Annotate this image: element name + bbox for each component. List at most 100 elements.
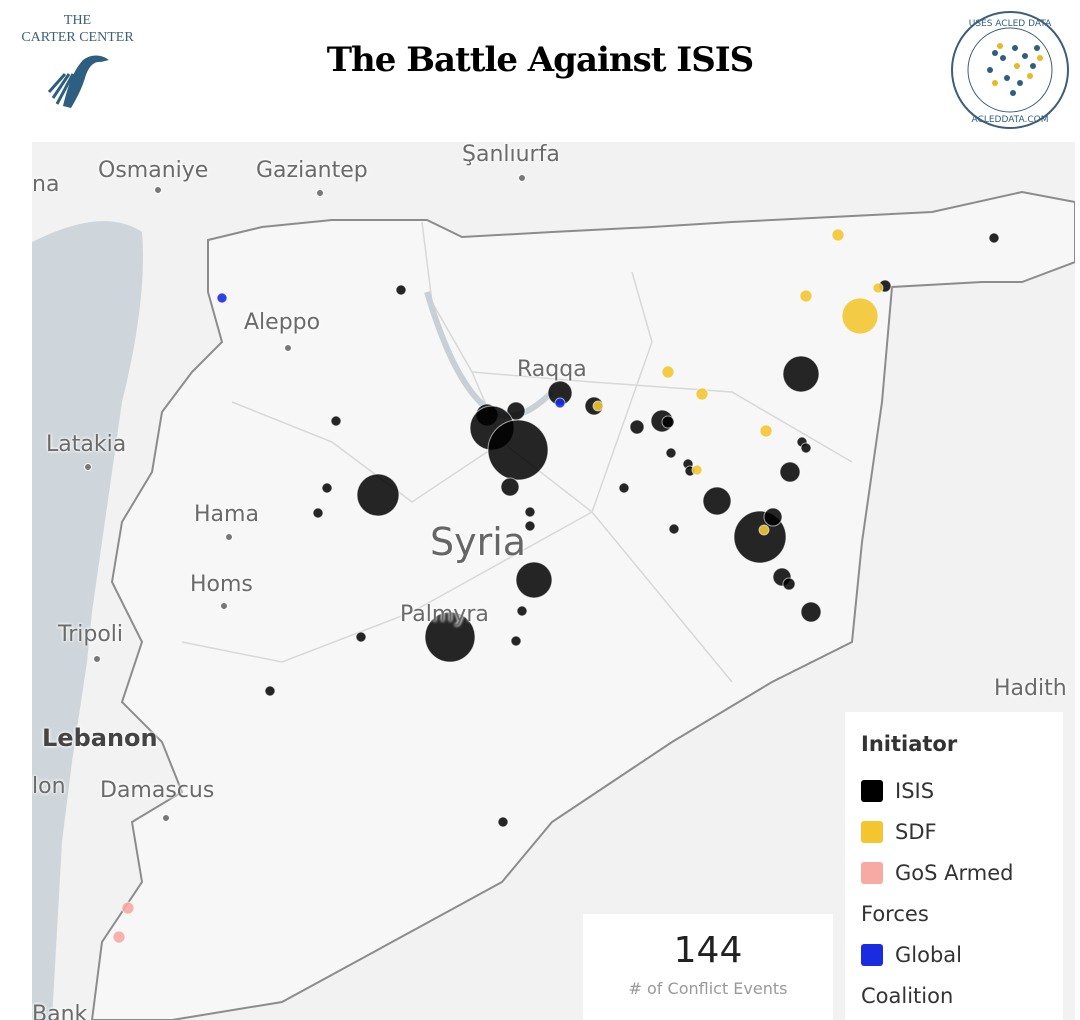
event-marker-isis[interactable] [515, 561, 553, 599]
event-marker-sdf[interactable] [841, 297, 879, 335]
city-label: Lebanon [42, 724, 158, 752]
city-label: Raqqa [517, 357, 587, 382]
event-marker-isis[interactable] [661, 415, 675, 429]
mediterranean-sea [32, 221, 143, 1020]
conflict-events-card: 144 # of Conflict Events [583, 914, 833, 1020]
carter-center-logo: THE CARTER CENTER [10, 12, 145, 116]
event-marker-sdf[interactable] [831, 228, 845, 242]
event-marker-isis[interactable] [782, 355, 820, 393]
event-marker-isis[interactable] [395, 284, 407, 296]
page-title: The Battle Against ISIS [326, 40, 754, 80]
event-marker-isis[interactable] [782, 577, 796, 591]
city-label: Palmyra [400, 602, 489, 627]
city-label: Hama [194, 502, 259, 527]
legend-item-sdf[interactable]: SDF [861, 811, 1063, 852]
city-dot [284, 344, 292, 352]
conflict-events-label: # of Conflict Events [628, 979, 788, 998]
city-label: Bank [32, 1002, 88, 1020]
event-marker-isis[interactable] [524, 506, 536, 518]
event-marker-isis[interactable] [800, 442, 812, 454]
city-label: Homs [190, 572, 253, 597]
city-label: Latakia [46, 432, 127, 457]
city-dot [518, 174, 526, 182]
city-label: lon [32, 774, 66, 799]
event-marker-isis[interactable] [800, 601, 822, 623]
event-marker-sdf[interactable] [592, 400, 604, 412]
event-marker-isis[interactable] [665, 447, 677, 459]
acled-logo: USES ACLED DATA ACLEDDATA.COM [951, 11, 1069, 129]
legend-item-gos[interactable]: GoS Armed [861, 852, 1063, 893]
event-marker-isis[interactable] [330, 415, 342, 427]
city-label: Aleppo [244, 310, 321, 335]
legend-swatch-global [861, 943, 883, 966]
city-label: Hadith [994, 676, 1067, 701]
legend-label-continued: Forces [861, 901, 929, 926]
event-marker-global[interactable] [554, 397, 566, 409]
syria-border [90, 190, 1075, 1020]
legend-item-isis[interactable]: ISIS [861, 770, 1063, 811]
event-marker-isis[interactable] [510, 635, 522, 647]
event-marker-isis[interactable] [763, 507, 783, 527]
event-marker-isis[interactable] [516, 605, 528, 617]
event-marker-isis[interactable] [321, 482, 333, 494]
event-marker-isis[interactable] [497, 816, 509, 828]
event-marker-gos-armed[interactable] [112, 930, 126, 944]
legend: Initiator ISIS SDF GoS Armed Forces Glob… [845, 712, 1063, 1020]
event-marker-sdf[interactable] [759, 424, 773, 438]
event-marker-isis[interactable] [668, 523, 680, 535]
event-marker-sdf[interactable] [758, 524, 770, 536]
legend-label: GoS Armed [895, 860, 1014, 885]
event-marker-isis[interactable] [779, 461, 801, 483]
legend-label: Global [895, 942, 962, 967]
conflict-events-count: 144 [673, 930, 743, 971]
event-marker-isis[interactable] [524, 520, 536, 532]
event-marker-gos-armed[interactable] [121, 901, 135, 915]
city-dot [220, 602, 228, 610]
header: THE CARTER CENTER The Battle Against ISIS… [0, 0, 1080, 140]
event-marker-sdf[interactable] [799, 289, 813, 303]
city-dot [84, 463, 92, 471]
event-marker-isis[interactable] [356, 473, 400, 517]
event-marker-isis[interactable] [487, 419, 549, 481]
city-label: na [32, 172, 60, 197]
event-marker-sdf[interactable] [691, 464, 703, 476]
event-marker-isis[interactable] [618, 482, 630, 494]
legend-label: SDF [895, 819, 937, 844]
map[interactable]: Osmaniye Gaziantep Şanlıurfa na Aleppo Raqqa L… [32, 142, 1075, 1020]
city-label: Tripoli [58, 622, 124, 647]
event-marker-global[interactable] [216, 292, 228, 304]
city-label: Gaziantep [256, 158, 368, 183]
legend-title: Initiator [861, 732, 958, 756]
legend-label: ISIS [895, 778, 935, 803]
city-label: Osmaniye [98, 158, 209, 183]
city-dots [84, 174, 526, 822]
event-marker-isis[interactable] [355, 631, 367, 643]
city-dot [225, 533, 233, 541]
event-marker-isis[interactable] [500, 477, 520, 497]
legend-label-continued: Coalition [861, 983, 954, 1008]
event-marker-isis[interactable] [702, 486, 732, 516]
event-marker-isis[interactable] [312, 507, 324, 519]
city-dot [316, 189, 324, 197]
event-marker-sdf[interactable] [872, 282, 884, 294]
event-marker-isis[interactable] [424, 611, 476, 663]
eagle-icon [47, 55, 109, 108]
city-dot [154, 186, 162, 194]
city-dot [162, 814, 170, 822]
event-marker-isis[interactable] [988, 232, 1000, 244]
event-marker-sdf[interactable] [661, 365, 675, 379]
svg-text:USES ACLED DATA: USES ACLED DATA [969, 19, 1052, 29]
city-label: Damascus [100, 778, 215, 803]
legend-swatch-gos [861, 861, 883, 884]
country-label: Syria [430, 520, 527, 564]
event-marker-isis[interactable] [264, 685, 276, 697]
event-marker-sdf[interactable] [695, 387, 709, 401]
event-markers[interactable] [112, 228, 1000, 944]
svg-text:ACLEDDATA.COM: ACLEDDATA.COM [972, 115, 1049, 125]
city-dot [93, 655, 101, 663]
legend-swatch-sdf [861, 820, 883, 843]
map-base [32, 174, 1075, 1020]
legend-item-global[interactable]: Global [861, 934, 1063, 975]
city-label: Şanlıurfa [462, 142, 560, 167]
event-marker-isis[interactable] [629, 419, 645, 435]
